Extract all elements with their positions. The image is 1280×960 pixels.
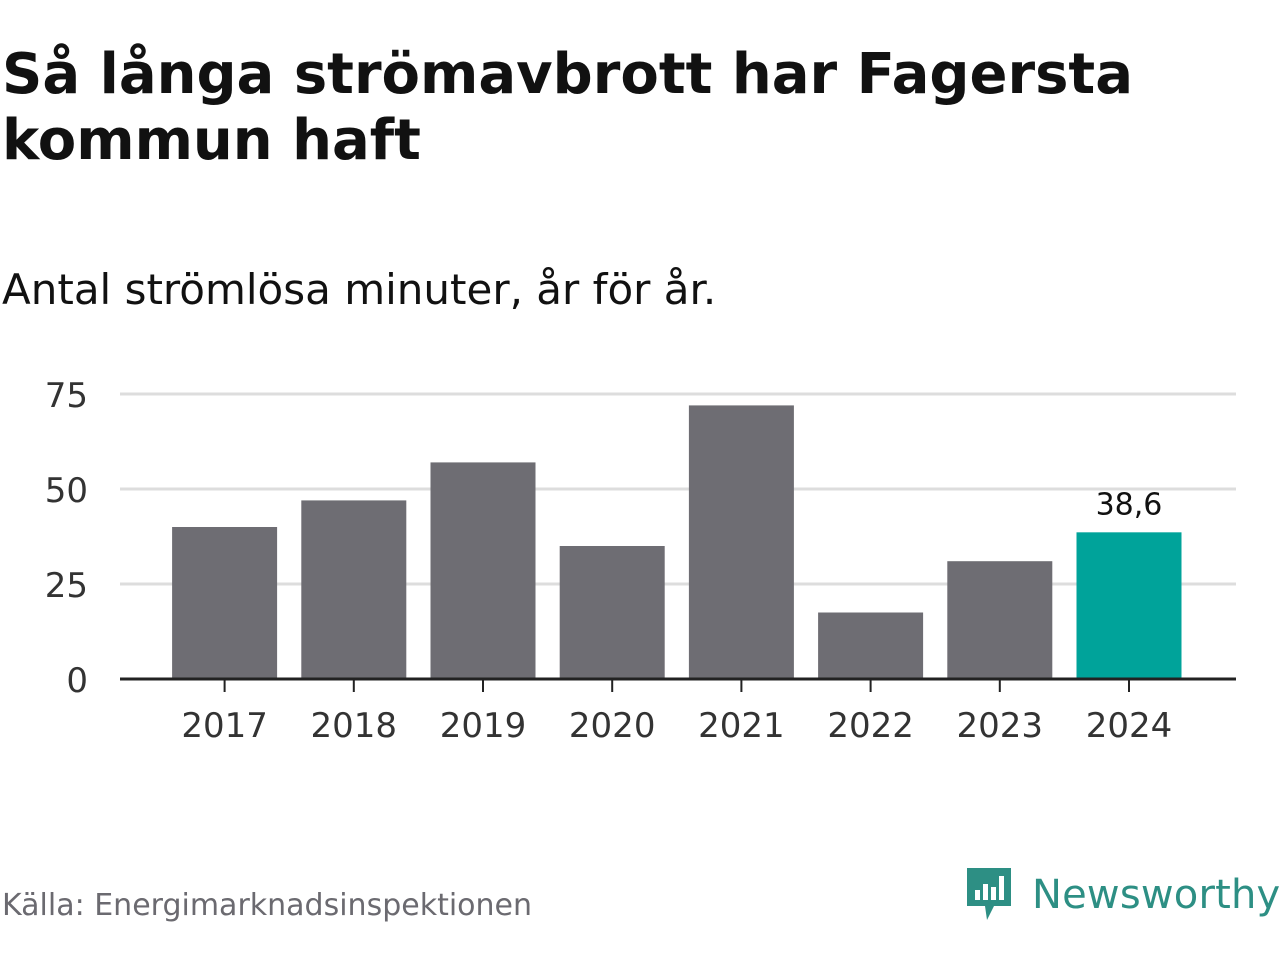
bar-2017 [172,527,278,679]
x-tick-label: 2022 [827,706,914,746]
data-label: 38,6 [1096,487,1163,522]
bar-2022 [818,612,924,679]
y-tick-label: 0 [66,661,88,701]
bar-2023 [947,561,1053,679]
bar-2024 [1076,532,1182,679]
y-tick-label: 75 [45,376,88,416]
chart-title: Så långa strömavbrott har Fagersta kommu… [2,42,1133,173]
x-tick-label: 2024 [1086,706,1173,746]
newsworthy-logo-icon [967,868,1011,920]
bar-2020 [559,546,665,679]
bar-2018 [301,500,407,679]
x-tick-label: 2020 [569,706,656,746]
x-tick-label: 2023 [957,706,1044,746]
bar-2021 [688,405,794,679]
bar-2019 [430,462,536,679]
y-tick-label: 25 [45,566,88,606]
brand-name: Newsworthy [1032,872,1280,918]
x-tick-label: 2021 [698,706,785,746]
brand-logo-group: Newsworthy [964,864,1280,926]
chart-subtitle: Antal strömlösa minuter, år för år. [2,265,717,314]
x-tick-label: 2018 [311,706,398,746]
y-tick-label: 50 [45,471,88,511]
x-tick-label: 2019 [440,706,527,746]
x-tick-label: 2017 [181,706,268,746]
source-note: Källa: Energimarknadsinspektionen [2,888,533,923]
